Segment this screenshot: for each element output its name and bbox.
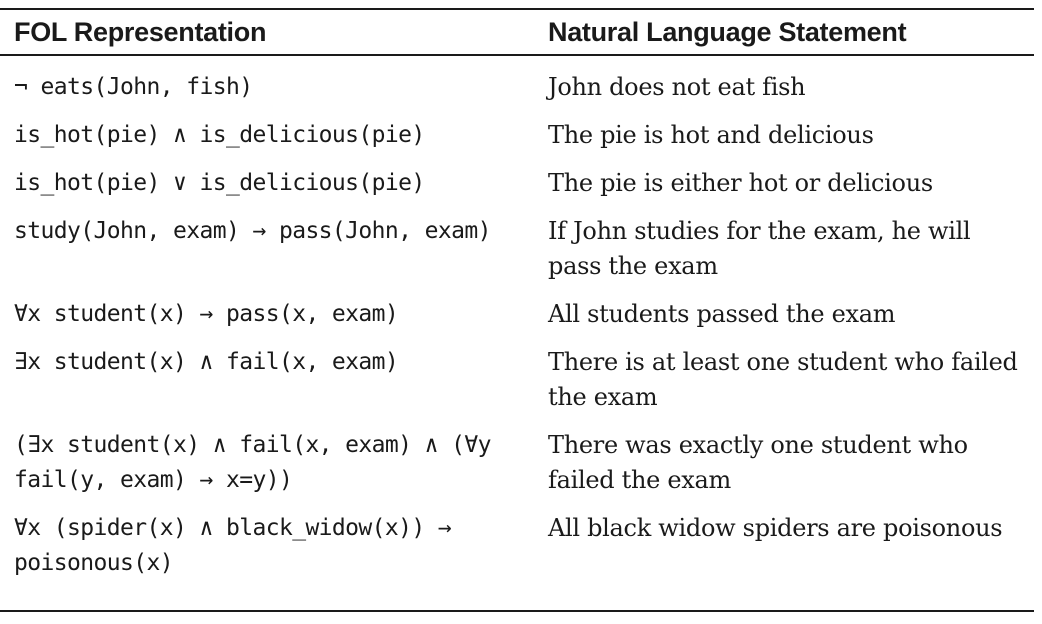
table-row: is_hot(pie) ∧ is_delicious(pie) The pie …	[0, 118, 1042, 153]
table-row: ∀x (spider(x) ∧ black_widow(x)) → poison…	[0, 511, 1042, 581]
header-rule	[0, 54, 1034, 56]
table-row: ∀x student(x) → pass(x, exam) All studen…	[0, 297, 1042, 332]
fol-table: FOL Representation Natural Language Stat…	[0, 8, 1042, 594]
fol-cell: ∃x student(x) ∧ fail(x, exam)	[14, 349, 399, 375]
table-row: study(John, exam) → pass(John, exam) If …	[0, 214, 1042, 284]
fol-cell: study(John, exam) → pass(John, exam)	[14, 218, 492, 244]
natural-cell: There was exactly one student who failed…	[548, 431, 968, 494]
table-row: ∃x student(x) ∧ fail(x, exam) There is a…	[0, 345, 1042, 415]
table-body: ¬ eats(John, fish) John does not eat fis…	[0, 56, 1042, 581]
natural-cell: The pie is either hot or delicious	[548, 169, 933, 197]
table-row: ¬ eats(John, fish) John does not eat fis…	[0, 70, 1042, 105]
natural-cell: There is at least one student who failed…	[548, 348, 1018, 411]
natural-cell: John does not eat fish	[548, 73, 806, 101]
header-natural: Natural Language Statement	[548, 16, 907, 47]
fol-cell: is_hot(pie) ∨ is_delicious(pie)	[14, 170, 425, 196]
fol-cell: ∀x (spider(x) ∧ black_widow(x)) → poison…	[14, 515, 465, 576]
bottom-rule	[0, 610, 1034, 612]
fol-cell: (∃x student(x) ∧ fail(x, exam) ∧ (∀y fai…	[14, 432, 505, 493]
fol-cell: ∀x student(x) → pass(x, exam)	[14, 301, 399, 327]
top-rule	[0, 8, 1034, 10]
natural-cell: The pie is hot and delicious	[548, 121, 874, 149]
natural-cell: All students passed the exam	[548, 300, 896, 328]
fol-cell: is_hot(pie) ∧ is_delicious(pie)	[14, 122, 425, 148]
natural-cell: If John studies for the exam, he will pa…	[548, 217, 971, 280]
header-fol: FOL Representation	[14, 16, 267, 47]
table-header: FOL Representation Natural Language Stat…	[0, 10, 1042, 54]
natural-cell: All black widow spiders are poisonous	[548, 514, 1003, 542]
table-row: (∃x student(x) ∧ fail(x, exam) ∧ (∀y fai…	[0, 428, 1042, 498]
table-row: is_hot(pie) ∨ is_delicious(pie) The pie …	[0, 166, 1042, 201]
fol-cell: ¬ eats(John, fish)	[14, 74, 253, 100]
